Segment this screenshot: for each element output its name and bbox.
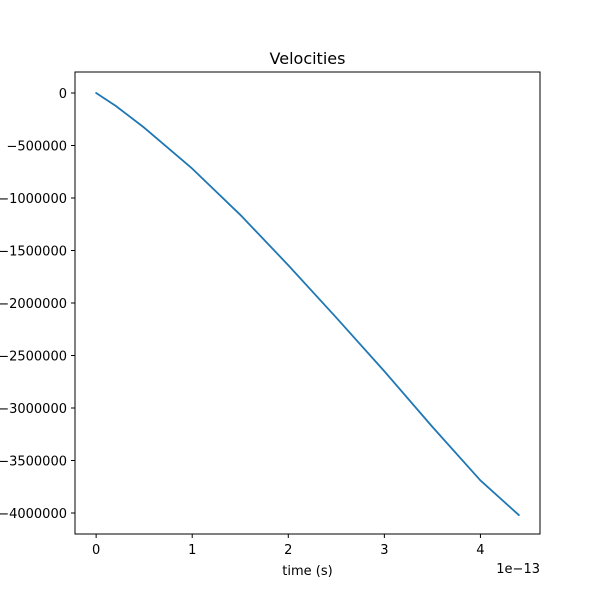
x-tick-label: 2 xyxy=(284,543,292,558)
x-tick-label: 0 xyxy=(92,543,100,558)
y-tick-label: −2000000 xyxy=(0,297,67,312)
y-tick-label: 0 xyxy=(59,87,67,102)
plot-frame xyxy=(74,71,541,535)
y-tick-label: −1000000 xyxy=(0,192,67,207)
y-axis-ticks: 0 −500000 −1000000 −1500000 −2000000 −2500000… xyxy=(0,87,75,522)
chart-title: Velocities xyxy=(270,49,346,68)
y-tick-label: −2500000 xyxy=(0,350,67,365)
x-tick-label: 3 xyxy=(380,543,388,558)
series-line xyxy=(95,92,520,516)
x-tick-label: 4 xyxy=(476,543,484,558)
y-tick-label: −1500000 xyxy=(0,245,67,260)
x-axis-label: time (s) xyxy=(282,564,332,579)
series-layer xyxy=(95,92,520,516)
x-axis-offset-label: 1e−13 xyxy=(496,562,540,577)
x-tick-label: 1 xyxy=(188,543,196,558)
y-tick-label: −500000 xyxy=(6,140,67,155)
x-axis-ticks: 0 1 2 3 4 xyxy=(92,534,485,558)
y-tick-label: −3500000 xyxy=(0,455,67,470)
y-tick-label: −3000000 xyxy=(0,402,67,417)
y-tick-label: −4000000 xyxy=(0,507,67,522)
